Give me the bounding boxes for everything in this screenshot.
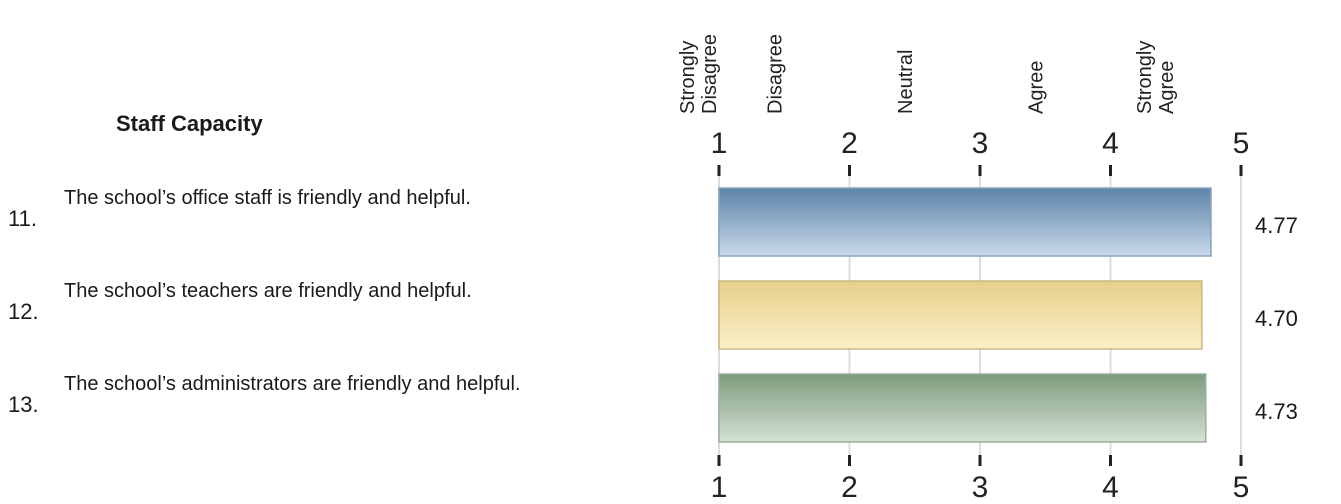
bar-value-label: 4.70 [1255,306,1298,331]
tick-label-top: 1 [711,127,728,160]
bar-value-label: 4.77 [1255,213,1298,238]
tick-label-bottom: 5 [1233,471,1250,504]
scale-label: Disagree [764,34,786,114]
tick-label-bottom: 2 [841,471,858,504]
scale-label: StronglyDisagree [677,34,721,114]
tick-label-bottom: 3 [972,471,989,504]
tick-label-top: 5 [1233,127,1250,160]
question-number: 13. [8,392,39,417]
question-number: 12. [8,299,39,324]
question-number: 11. [8,206,37,231]
bar [718,373,1207,443]
bar-value-label: 4.73 [1255,399,1298,424]
bar [718,187,1212,257]
question-row: 13. The school’s administrators are frie… [0,362,690,432]
question-row: 11. The school’s office staff is friendl… [0,176,690,246]
tick-label-bottom: 4 [1102,471,1119,504]
question-text: The school’s administrators are friendly… [64,373,521,395]
tick-label-bottom: 1 [711,471,728,504]
tick-label-top: 3 [972,127,989,160]
scale-label: Neutral [895,50,917,114]
question-row: 12. The school’s teachers are friendly a… [0,269,690,339]
scale-label: Agree [1025,61,1047,114]
tick-label-top: 2 [841,127,858,160]
question-text: The school’s teachers are friendly and h… [64,280,472,302]
scale-label: StronglyAgree [1134,41,1178,114]
section-title: Staff Capacity [116,111,263,136]
bar [718,280,1203,350]
tick-label-top: 4 [1102,127,1119,160]
question-text: The school’s office staff is friendly an… [64,187,471,209]
